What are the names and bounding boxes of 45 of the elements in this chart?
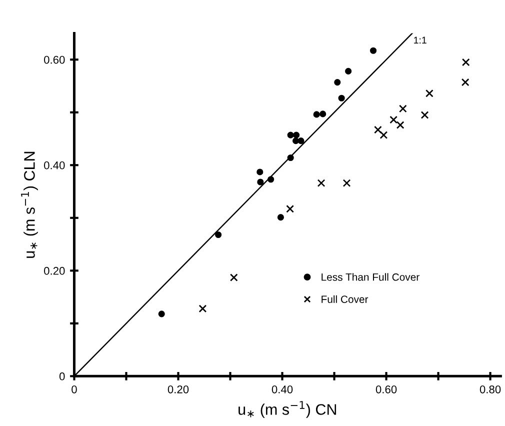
y-tick-label: 0.60 bbox=[44, 56, 65, 64]
y-axis-title: u$_{∗}$ (m s$^{−1}$) CLN bbox=[21, 152, 38, 258]
x-tick-label: 0.80 bbox=[480, 385, 501, 394]
point bbox=[345, 68, 352, 75]
point bbox=[420, 111, 429, 119]
legend-label: Full Cover bbox=[322, 295, 368, 303]
point bbox=[215, 231, 222, 238]
point bbox=[380, 131, 388, 140]
point bbox=[268, 176, 274, 183]
point bbox=[257, 178, 264, 186]
point bbox=[390, 116, 398, 124]
point bbox=[320, 110, 326, 118]
x-tick-label: 0.60 bbox=[376, 385, 397, 394]
y-tick-label: 0.40 bbox=[44, 161, 65, 170]
point bbox=[287, 132, 294, 138]
point bbox=[370, 47, 377, 54]
point bbox=[317, 179, 326, 188]
x-tick-label: 0 bbox=[72, 385, 77, 394]
point bbox=[396, 121, 404, 129]
x-axis-title: u$_{∗}$ (m s$^{−1}$) CN bbox=[238, 401, 336, 418]
point bbox=[334, 79, 341, 86]
y-tick-label: 0.20 bbox=[44, 266, 65, 275]
point bbox=[256, 168, 264, 176]
point bbox=[293, 132, 300, 138]
point bbox=[398, 104, 407, 113]
point bbox=[292, 138, 300, 144]
legend-label: Less Than Full Cover bbox=[322, 273, 420, 281]
point bbox=[287, 154, 294, 162]
point bbox=[425, 89, 434, 98]
point bbox=[313, 111, 320, 118]
point bbox=[158, 310, 165, 318]
point bbox=[286, 204, 294, 213]
point bbox=[461, 78, 470, 86]
point bbox=[338, 94, 345, 102]
annotation: 1:1 bbox=[414, 36, 426, 44]
point bbox=[277, 214, 284, 221]
x-tick-label: 0.40 bbox=[272, 385, 293, 394]
point bbox=[342, 179, 351, 188]
point bbox=[230, 274, 238, 282]
x-tick-label: 0.20 bbox=[168, 385, 189, 394]
point bbox=[462, 58, 470, 66]
y-tick-label: 0 bbox=[59, 372, 65, 380]
point bbox=[374, 126, 382, 134]
point bbox=[298, 138, 304, 144]
point bbox=[198, 304, 207, 313]
